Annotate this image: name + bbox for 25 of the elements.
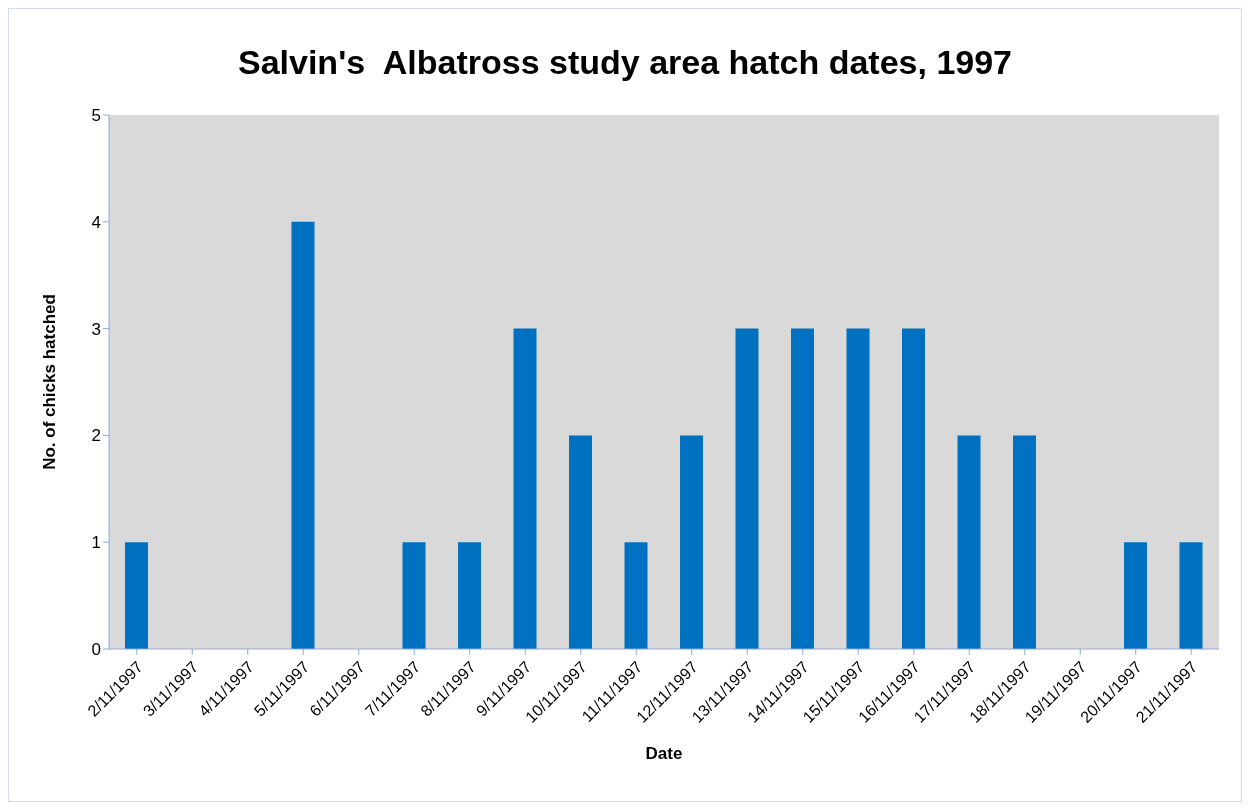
bar: [1179, 542, 1203, 649]
bar: [125, 542, 148, 649]
bar: [902, 328, 925, 649]
y-tick-label: 5: [91, 106, 101, 126]
bar: [458, 542, 481, 649]
bar: [791, 328, 814, 649]
y-tick-label: 1: [91, 533, 101, 553]
y-axis-title: No. of chicks hatched: [40, 294, 60, 470]
bar: [624, 542, 648, 649]
bar: [291, 221, 315, 649]
y-tick-label: 2: [91, 426, 101, 446]
bar: [513, 328, 537, 649]
bar: [735, 328, 759, 649]
bar: [680, 435, 703, 649]
chart-title: Salvin's Albatross study area hatch dates, 1997: [236, 43, 1014, 83]
bar: [957, 435, 981, 649]
y-tick-label: 4: [91, 212, 101, 232]
bar: [1124, 542, 1147, 649]
x-axis-title: Date: [645, 744, 683, 763]
y-tick-label: 0: [91, 640, 101, 660]
y-tick-label: 3: [91, 319, 101, 339]
bar: [1013, 435, 1036, 649]
bar: [569, 435, 592, 649]
bar: [846, 328, 870, 649]
bar: [402, 542, 426, 649]
